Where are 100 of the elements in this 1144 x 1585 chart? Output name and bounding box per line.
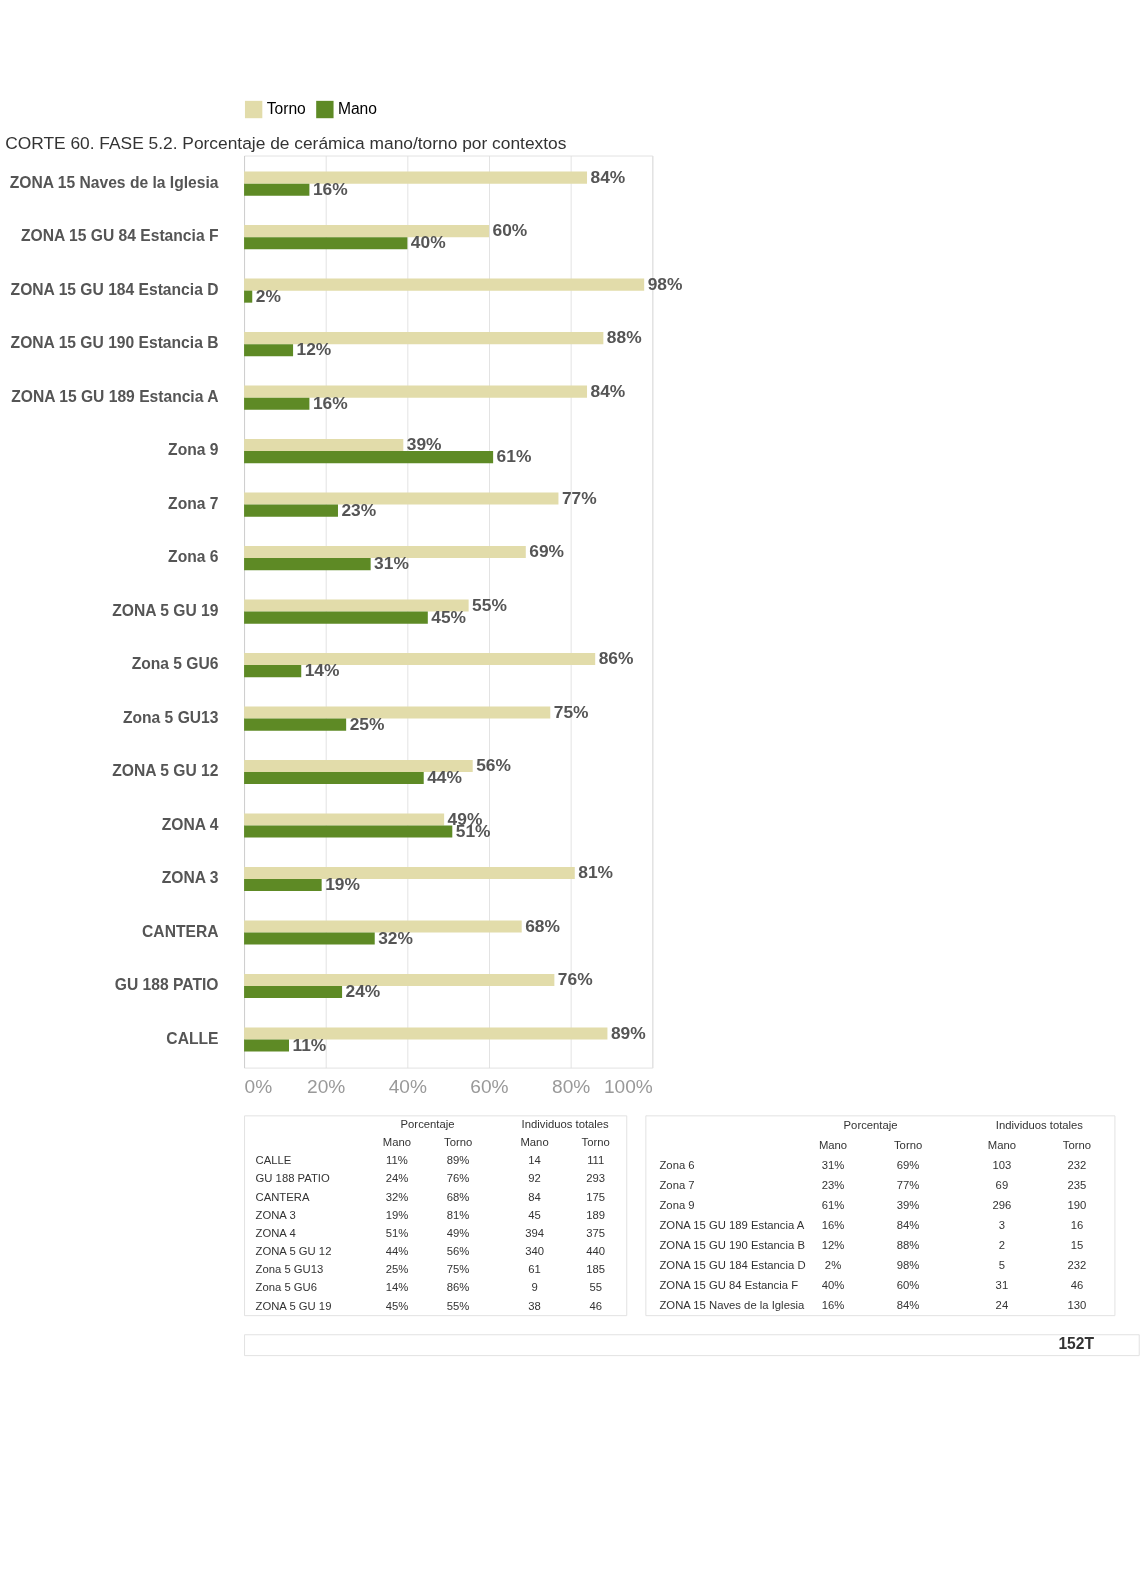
text: 3	[998, 1218, 1006, 1231]
y-tick-label: ZONA 15 Naves de la Iglesia	[9, 173, 219, 191]
data-label: 86%	[598, 648, 634, 669]
text: 46	[589, 1299, 602, 1312]
text: 11%	[386, 1154, 408, 1167]
text: 12%	[821, 1238, 845, 1251]
y-tick-label: Zona 5 GU13	[122, 708, 219, 726]
text: 46	[1070, 1278, 1084, 1291]
text: 55%	[446, 1299, 470, 1312]
y-tick-label: ZONA 3	[161, 869, 219, 887]
text: 32%	[385, 1190, 409, 1203]
text: 5	[998, 1258, 1006, 1271]
text: 75%	[446, 1263, 470, 1276]
data-label: 84%	[590, 380, 626, 401]
text: 24%	[385, 1172, 409, 1185]
text: 111	[587, 1154, 605, 1167]
data-label: 2%	[255, 285, 281, 306]
text: ZONA 3	[255, 1208, 296, 1221]
text: ZONA 15 Naves de la Iglesia	[659, 1298, 806, 1311]
text: 23%	[821, 1178, 845, 1191]
text: GU 188 PATIO	[255, 1172, 330, 1185]
text: 51%	[385, 1226, 409, 1239]
text: 14	[528, 1154, 541, 1167]
text: 92	[528, 1172, 541, 1185]
text: 103	[992, 1158, 1012, 1171]
text: Zona 6	[659, 1158, 695, 1171]
text: 68%	[446, 1190, 470, 1203]
text: 152T	[1058, 1335, 1095, 1353]
text: ZONA 15 GU 190 Estancia B	[659, 1238, 805, 1251]
x-tick-label: 100%	[603, 1076, 653, 1098]
text: 15	[1070, 1238, 1084, 1251]
text: Zona 5 GU6	[255, 1281, 318, 1294]
y-tick-label: Zona 7	[168, 494, 219, 512]
data-label: 81%	[578, 862, 613, 883]
text: ZONA 5 GU 12	[255, 1245, 332, 1258]
data-label: 14%	[304, 660, 340, 681]
text: 38	[528, 1299, 541, 1312]
y-tick-label: ZONA 5 GU 19	[112, 601, 219, 619]
y-tick-label: ZONA 4	[161, 815, 219, 833]
text: Porcentaje	[400, 1117, 455, 1130]
text: 375	[586, 1226, 606, 1239]
text: 49%	[446, 1226, 470, 1239]
data-label: 11%	[292, 1034, 327, 1055]
x-tick-label: 40%	[388, 1076, 427, 1098]
text: 55	[589, 1281, 602, 1294]
text: Mano	[520, 1136, 549, 1149]
text: 76%	[446, 1172, 470, 1185]
text: 39%	[896, 1198, 920, 1211]
data-label: 77%	[561, 487, 597, 508]
data-label: 69%	[529, 541, 565, 562]
text: 296	[992, 1198, 1012, 1211]
y-tick-label: CALLE	[166, 1029, 219, 1047]
text: 394	[525, 1226, 544, 1239]
data-label: 16%	[312, 178, 348, 199]
data-label: 89%	[610, 1022, 646, 1043]
text: Zona 5 GU13	[255, 1263, 324, 1276]
text: CANTERA	[255, 1190, 310, 1203]
data-label: 61%	[496, 446, 532, 467]
text: 189	[586, 1208, 606, 1221]
data-label: 31%	[374, 553, 409, 574]
text: 25%	[385, 1263, 409, 1276]
text: 40%	[821, 1278, 845, 1291]
text: 69	[995, 1178, 1009, 1191]
text: 86%	[446, 1281, 470, 1294]
data-label: 39%	[406, 434, 442, 455]
data-label: 75%	[553, 701, 589, 722]
data-label: 44%	[427, 767, 462, 788]
text: 84	[528, 1190, 541, 1203]
text: Mano	[382, 1136, 412, 1149]
text: 190	[1067, 1198, 1087, 1211]
text: 232	[1067, 1158, 1087, 1171]
text: 98%	[896, 1258, 920, 1271]
y-tick-label: ZONA 15 GU 184 Estancia D	[10, 280, 219, 298]
y-tick-label: CANTERA	[142, 922, 219, 940]
text: 2	[998, 1238, 1006, 1251]
text: 130	[1067, 1298, 1087, 1311]
data-label: 16%	[312, 392, 348, 413]
text: 440	[586, 1245, 606, 1258]
text: 19%	[385, 1208, 409, 1221]
text: 31%	[821, 1158, 845, 1171]
text: 84%	[896, 1218, 920, 1231]
legend-label: Mano	[337, 99, 378, 117]
text: Porcentaje	[843, 1118, 898, 1131]
x-tick-label: 20%	[307, 1076, 346, 1098]
text: Torno	[444, 1136, 473, 1149]
text: 293	[586, 1172, 606, 1185]
y-tick-label: ZONA 15 GU 84 Estancia F	[21, 227, 219, 245]
text: Mano	[987, 1138, 1017, 1151]
data-label: 55%	[472, 594, 507, 615]
text: Individuos totales	[995, 1118, 1084, 1131]
text: 45%	[385, 1299, 409, 1312]
chart-title: CORTE 60. FASE 5.2. Porcentaje de cerámica mano/torno por contextos	[5, 132, 567, 153]
text: 9	[531, 1281, 538, 1294]
text: 60%	[896, 1278, 920, 1291]
data-label: 19%	[325, 874, 360, 895]
data-label: 23%	[341, 499, 377, 520]
data-label: 84%	[590, 166, 626, 187]
text: 14%	[385, 1281, 409, 1294]
y-tick-label: Zona 6	[168, 548, 219, 566]
text: 69%	[896, 1158, 920, 1171]
